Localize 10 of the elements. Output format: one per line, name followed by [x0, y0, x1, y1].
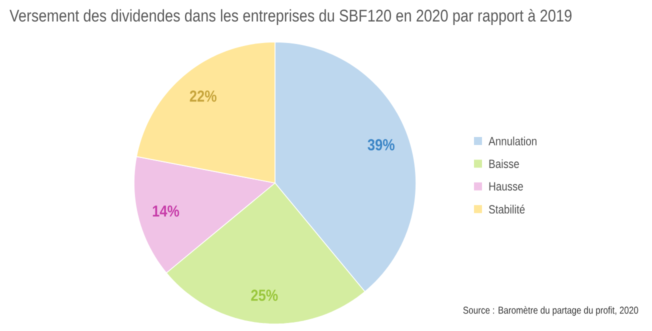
data-label: 25% — [251, 290, 278, 301]
data-label: 22% — [190, 90, 216, 102]
legend-label: Baisse — [489, 159, 519, 168]
legend-label: Stabilité — [488, 204, 525, 214]
data-label: 14% — [152, 205, 180, 217]
data-label: 39% — [368, 139, 394, 150]
chart-title: Versement des dividendes dans les entreprises du SBF120 en 2020 par rapport à 2019 — [10, 9, 572, 25]
legend-label: Hausse — [489, 182, 523, 191]
legend-label: Annulation — [488, 136, 536, 146]
source-note: Source : Baromètre du partage du profit, 2020 — [463, 306, 638, 316]
